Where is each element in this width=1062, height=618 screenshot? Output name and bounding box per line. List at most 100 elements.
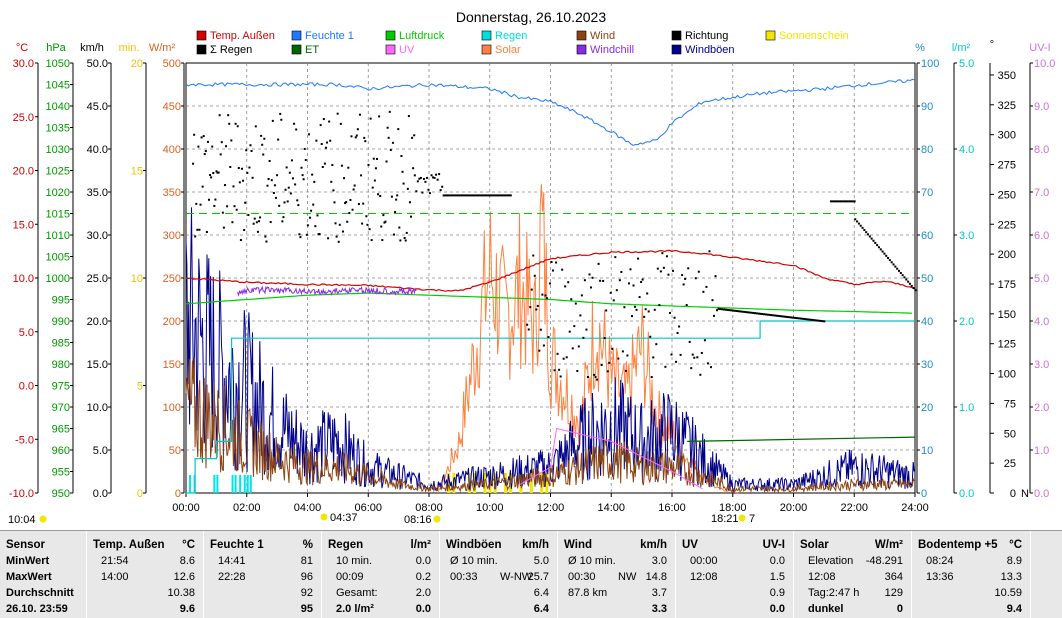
- min-tick-label: 10: [131, 273, 143, 285]
- x-tick-label: 20:00: [780, 502, 808, 514]
- direction-point: [752, 311, 755, 314]
- press-tick-label: 1015: [46, 209, 70, 221]
- series-temp: [185, 249, 916, 292]
- direction-point: [320, 143, 323, 146]
- direction-point: [226, 205, 229, 208]
- dir-tick-label: 75: [1004, 398, 1016, 410]
- hum-unit: %: [915, 42, 925, 54]
- direction-point: [274, 196, 277, 199]
- direction-point: [471, 194, 474, 197]
- direction-point: [541, 293, 544, 296]
- legend-label: Solar: [495, 44, 521, 56]
- sunshine-bar: [493, 473, 497, 493]
- direction-point: [612, 299, 615, 302]
- direction-point: [336, 112, 339, 115]
- direction-point: [357, 203, 360, 206]
- direction-point: [344, 202, 347, 205]
- direction-point: [687, 267, 690, 270]
- direction-point: [398, 226, 401, 229]
- direction-point: [544, 294, 547, 297]
- legend-swatch: [385, 44, 396, 55]
- hum-tick-label: 30: [921, 359, 933, 371]
- direction-point: [401, 170, 404, 173]
- direction-point: [460, 194, 463, 197]
- stat-cell: km/h: [640, 539, 667, 551]
- direction-point: [626, 354, 629, 357]
- direction-point: [348, 212, 351, 215]
- stat-cell: dunkel: [808, 603, 844, 615]
- press-tick-label: 1020: [46, 187, 70, 199]
- direction-point: [405, 231, 408, 234]
- direction-point: [451, 194, 454, 197]
- direction-point: [475, 194, 478, 197]
- uv-tick-label: 7.0: [1034, 187, 1049, 199]
- stat-cell: 9.6: [179, 603, 195, 615]
- direction-point: [317, 233, 320, 236]
- dir-tick-label: 300: [998, 130, 1016, 142]
- uv-unit: UV-I: [1029, 42, 1050, 54]
- direction-point: [368, 228, 371, 231]
- direction-point: [330, 180, 333, 183]
- direction-point: [735, 310, 738, 313]
- direction-point: [536, 304, 539, 307]
- solar-tick-label: 500: [163, 58, 181, 70]
- direction-point: [586, 376, 589, 379]
- direction-point: [272, 192, 275, 195]
- direction-point: [238, 181, 241, 184]
- direction-point: [343, 177, 346, 180]
- direction-point: [197, 145, 200, 148]
- direction-point: [716, 309, 719, 312]
- direction-point: [502, 194, 505, 197]
- direction-point: [208, 198, 211, 201]
- direction-point: [393, 233, 396, 236]
- direction-point: [292, 177, 295, 180]
- press-tick-label: 980: [52, 359, 70, 371]
- direction-point: [251, 176, 254, 179]
- press-tick-label: 995: [52, 295, 70, 307]
- direction-point: [815, 319, 818, 322]
- direction-point: [372, 157, 375, 160]
- direction-point: [721, 308, 724, 311]
- direction-point: [436, 178, 439, 181]
- direction-point: [333, 201, 336, 204]
- stat-cell: 3.7: [651, 587, 667, 599]
- press-tick-label: 960: [52, 445, 70, 457]
- direction-point: [377, 193, 380, 196]
- stat-cell: 3.0: [651, 555, 667, 567]
- direction-point: [284, 188, 287, 191]
- direction-point: [262, 153, 265, 156]
- direction-point: [589, 286, 592, 289]
- legend-label: Richtung: [685, 30, 728, 42]
- direction-point: [267, 178, 270, 181]
- direction-point: [305, 233, 308, 236]
- direction-point: [253, 217, 256, 220]
- direction-point: [723, 308, 726, 311]
- direction-point: [744, 311, 747, 314]
- direction-point: [851, 200, 854, 203]
- direction-point: [469, 194, 472, 197]
- dir-tick-label: 350: [998, 70, 1016, 82]
- direction-point: [329, 139, 332, 142]
- direction-point: [347, 166, 350, 169]
- legend-label: Sonnenschein: [779, 30, 849, 42]
- direction-point: [810, 318, 813, 321]
- direction-point: [632, 284, 635, 287]
- legend-swatch: [291, 30, 302, 41]
- direction-point: [366, 223, 369, 226]
- sunshine-bar: [529, 473, 533, 493]
- direction-point: [732, 309, 735, 312]
- direction-point: [582, 336, 585, 339]
- direction-point: [400, 155, 403, 158]
- hum-tick-label: 70: [921, 187, 933, 199]
- direction-point: [621, 350, 624, 353]
- direction-point: [535, 308, 538, 311]
- direction-point: [453, 194, 456, 197]
- direction-point: [746, 311, 749, 314]
- direction-point: [421, 191, 424, 194]
- direction-point: [640, 281, 643, 284]
- direction-point: [908, 282, 911, 285]
- x-tick-label: 12:00: [537, 502, 565, 514]
- direction-point: [617, 357, 620, 360]
- direction-point: [786, 316, 789, 319]
- direction-point: [844, 200, 847, 203]
